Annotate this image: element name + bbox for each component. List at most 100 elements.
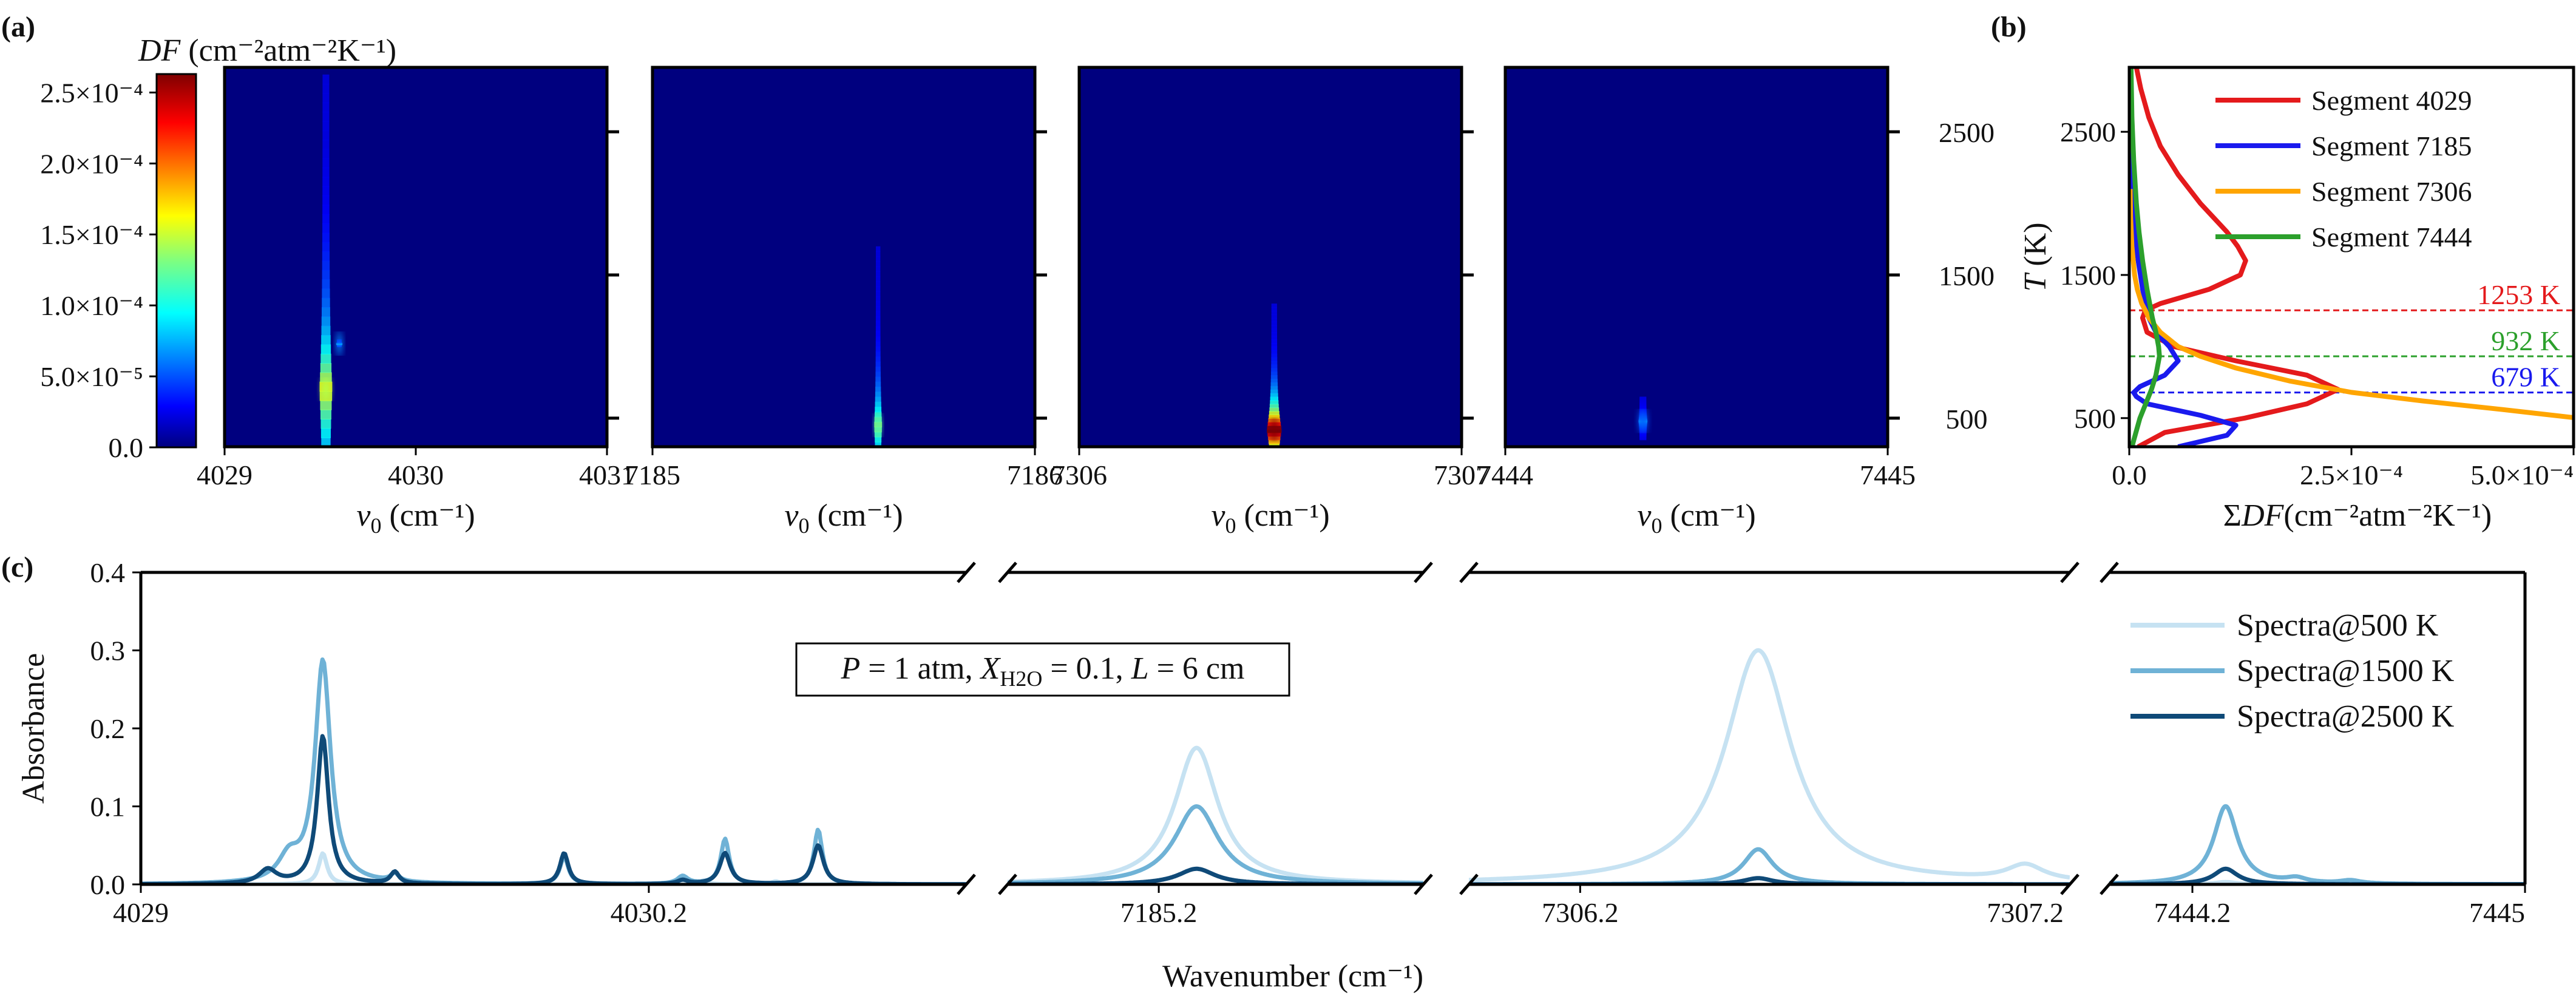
spectrum-line-spectra-500-k bbox=[1008, 745, 1423, 884]
heatmap-line-segment bbox=[1271, 325, 1277, 330]
heatmap-line-segment bbox=[876, 266, 881, 273]
y-axis-label: T (K) bbox=[2018, 222, 2053, 291]
heatmap-x-tick-label: 4030 bbox=[388, 459, 444, 490]
heatmap-line-segment bbox=[1270, 382, 1278, 387]
heatmap-line-segment bbox=[1270, 385, 1278, 390]
axis-break-mark bbox=[1414, 561, 1433, 583]
heatmap-line-segment bbox=[1271, 332, 1278, 337]
x-label-rest: (cm⁻²atm⁻²K⁻¹) bbox=[2283, 498, 2492, 533]
x-axis-unit: (cm⁻¹) bbox=[809, 498, 903, 533]
heatmap-line-segment bbox=[1269, 411, 1280, 415]
heatmap-line-segment bbox=[320, 353, 331, 364]
spectrum-line-spectra-500-k bbox=[1469, 648, 2070, 883]
nu-symbol: ν bbox=[1637, 498, 1652, 533]
heatmap-y-tick-label: 1500 bbox=[1939, 260, 1995, 291]
x-tick-label: 7445 bbox=[2469, 897, 2525, 928]
heatmap-line-segment bbox=[875, 441, 881, 447]
heatmap-line-segment bbox=[875, 286, 881, 293]
heatmap-line-segment bbox=[1271, 364, 1278, 369]
heatmap-line-segment bbox=[875, 291, 881, 297]
heatmap-line-segment bbox=[875, 346, 881, 353]
conditions-l-rest: = 6 cm bbox=[1149, 651, 1245, 686]
heatmap-line-segment bbox=[320, 419, 331, 429]
heatmap-line-segment bbox=[1269, 404, 1279, 409]
heatmap-line-segment bbox=[876, 256, 881, 262]
heatmap-x-tick-label: 7186 bbox=[1007, 459, 1063, 490]
heatmap-line-segment bbox=[1639, 434, 1647, 436]
y-label-rest: (K) bbox=[2018, 222, 2053, 274]
x-axis-label: ΣDF(cm⁻²atm⁻²K⁻¹) bbox=[2223, 498, 2492, 533]
x-axis-unit: (cm⁻¹) bbox=[1236, 498, 1329, 533]
legend-label: Segment 4029 bbox=[2311, 85, 2472, 116]
heatmap-line-segment bbox=[322, 214, 330, 225]
heatmap-x-tick-label: 7306 bbox=[1051, 459, 1107, 490]
series-line-segment-4029 bbox=[2134, 67, 2341, 447]
heatmap-line-segment bbox=[1639, 403, 1647, 405]
heatmap-7306: 7306 7307 ν0 (cm⁻¹) bbox=[1051, 66, 1490, 538]
heatmap-line-segment bbox=[322, 297, 330, 308]
heatmap-line-segment bbox=[322, 270, 330, 280]
legend-label: Segment 7306 bbox=[2311, 176, 2472, 207]
heatmap-line-segment bbox=[320, 400, 332, 410]
legend-label: Spectra@1500 K bbox=[2237, 654, 2455, 688]
heatmap-x-tick-label: 4029 bbox=[197, 459, 253, 490]
heatmap-line-segment bbox=[1639, 399, 1647, 402]
heatmap-line-segment bbox=[1270, 396, 1279, 401]
heatmap-line-segment bbox=[1639, 406, 1647, 409]
heatmap-line-segment bbox=[1271, 368, 1278, 373]
heatmap-background bbox=[1079, 67, 1462, 447]
heatmap-line-segment bbox=[876, 251, 881, 257]
heatmap-frame bbox=[1503, 66, 1890, 449]
spectrum-line-spectra-1500-k bbox=[1008, 804, 1423, 884]
heatmap-line-segment bbox=[1271, 353, 1278, 358]
heatmap-line-segment bbox=[875, 306, 881, 313]
panel-c: 0.0 0.1 0.2 0.3 0.4 4029 4030.2 7185.2 7306.2 730… bbox=[16, 557, 2527, 994]
heatmap-line-segment bbox=[1268, 439, 1280, 444]
heatmap-line-segment bbox=[321, 307, 330, 317]
heatmap-line-segment bbox=[322, 177, 330, 187]
heatmap-line-segment bbox=[875, 301, 881, 307]
heatmap-background bbox=[225, 67, 607, 447]
annotation-label: 1253 K bbox=[2477, 279, 2560, 310]
axis-break-mark bbox=[2060, 873, 2079, 895]
colorbar-label: DF (cm⁻²atm⁻²K⁻¹) bbox=[138, 33, 396, 68]
nu-subscript: 0 bbox=[1225, 514, 1236, 538]
heatmap-line-segment bbox=[875, 331, 881, 337]
heatmap-line-segment bbox=[320, 344, 331, 354]
y-label-italic: T bbox=[2018, 273, 2053, 292]
legend-label: Segment 7185 bbox=[2311, 131, 2472, 161]
heatmap-line-segment bbox=[876, 246, 881, 253]
spectrum-line-spectra-2500-k bbox=[141, 734, 966, 884]
colorbar-gradient bbox=[155, 73, 197, 449]
legend-label: Segment 7444 bbox=[2311, 222, 2472, 253]
heatmap-line-segment bbox=[322, 223, 330, 234]
heatmap-line-segment bbox=[1271, 346, 1278, 351]
heatmap-line-segment bbox=[876, 276, 881, 282]
heatmap-background bbox=[1505, 67, 1888, 447]
heatmap-line-segment bbox=[1271, 328, 1277, 333]
heatmap-line-segment bbox=[322, 93, 330, 103]
y-tick-label: 500 bbox=[2074, 403, 2116, 434]
heatmap-line-segment bbox=[1639, 408, 1647, 410]
heatmap-line-segment bbox=[875, 396, 881, 402]
conditions-x-sub: H2O bbox=[1000, 666, 1042, 691]
heatmap-x-tick-label: 4031 bbox=[579, 459, 635, 490]
heatmap-line-segment bbox=[1639, 398, 1647, 401]
heatmap-line-segment bbox=[876, 261, 881, 267]
heatmap-line-segment bbox=[1271, 357, 1278, 362]
heatmap-line-segment bbox=[1271, 343, 1278, 347]
heatmap-peak-glow bbox=[1638, 410, 1648, 432]
x-label-italic: DF bbox=[2241, 498, 2285, 533]
heatmap-line-segment bbox=[1270, 375, 1278, 379]
x-tick-label: 4030.2 bbox=[611, 897, 688, 928]
nu-subscript: 0 bbox=[798, 514, 809, 538]
nu-symbol: ν bbox=[1211, 498, 1225, 533]
conditions-p-rest: = 1 atm, bbox=[860, 651, 980, 686]
heatmap-line-segment bbox=[875, 381, 881, 387]
heatmap-frame bbox=[651, 66, 1037, 449]
heatmap-x-axis-label: ν0 (cm⁻¹) bbox=[1211, 498, 1329, 538]
colorbar-tick-label: 2.0×10⁻⁴ bbox=[40, 148, 143, 179]
y-tick-label: 0.4 bbox=[90, 557, 126, 588]
axis-break-mark bbox=[957, 561, 976, 583]
